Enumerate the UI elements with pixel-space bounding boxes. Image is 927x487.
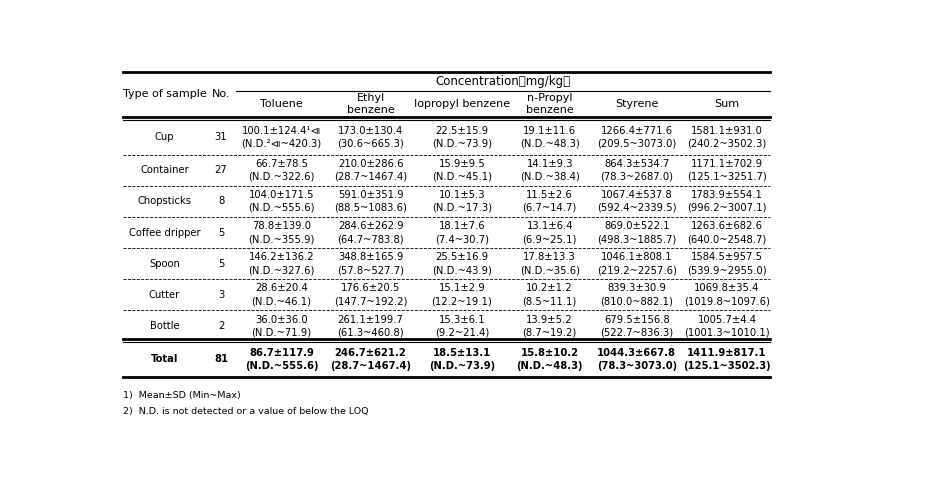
Text: 15.3±6.1
(9.2~21.4): 15.3±6.1 (9.2~21.4) (435, 315, 489, 337)
Text: 1069.8±35.4
(1019.8~1097.6): 1069.8±35.4 (1019.8~1097.6) (683, 283, 769, 306)
Text: 11.5±2.6
(6.7~14.7): 11.5±2.6 (6.7~14.7) (522, 190, 577, 213)
Text: Styrene: Styrene (615, 99, 657, 109)
Text: 36.0±36.0
(N.D.~71.9): 36.0±36.0 (N.D.~71.9) (251, 315, 311, 337)
Text: 81: 81 (214, 354, 228, 364)
Text: 10.1±5.3
(N.D.~17.3): 10.1±5.3 (N.D.~17.3) (431, 190, 491, 213)
Text: 869.0±522.1
(498.3~1885.7): 869.0±522.1 (498.3~1885.7) (596, 221, 676, 244)
Text: 5: 5 (218, 259, 224, 269)
Text: Ethyl
benzene: Ethyl benzene (347, 93, 394, 115)
Text: 1266.4±771.6
(209.5~3073.0): 1266.4±771.6 (209.5~3073.0) (596, 126, 676, 149)
Text: 284.6±262.9
(64.7~783.8): 284.6±262.9 (64.7~783.8) (337, 221, 403, 244)
Text: Cup: Cup (155, 132, 174, 142)
Text: 210.0±286.6
(28.7~1467.4): 210.0±286.6 (28.7~1467.4) (334, 159, 407, 182)
Text: Chopsticks: Chopsticks (137, 196, 191, 206)
Text: 1044.3±667.8
(78.3~3073.0): 1044.3±667.8 (78.3~3073.0) (596, 348, 676, 371)
Text: Concentration（mg/kg）: Concentration（mg/kg） (436, 75, 570, 88)
Text: 1)  Mean±SD (Min~Max): 1) Mean±SD (Min~Max) (123, 391, 241, 400)
Text: Cutter: Cutter (148, 290, 180, 300)
Text: 31: 31 (214, 132, 227, 142)
Text: 86.7±117.9
(N.D.~555.6): 86.7±117.9 (N.D.~555.6) (245, 348, 318, 371)
Text: Spoon: Spoon (149, 259, 180, 269)
Text: 104.0±171.5
(N.D.~555.6): 104.0±171.5 (N.D.~555.6) (248, 190, 314, 213)
Text: 173.0±130.4
(30.6~665.3): 173.0±130.4 (30.6~665.3) (337, 126, 403, 149)
Text: 1263.6±682.6
(640.0~2548.7): 1263.6±682.6 (640.0~2548.7) (687, 221, 766, 244)
Text: 13.1±6.4
(6.9~25.1): 13.1±6.4 (6.9~25.1) (522, 221, 577, 244)
Text: 1584.5±957.5
(539.9~2955.0): 1584.5±957.5 (539.9~2955.0) (686, 252, 766, 275)
Text: Coffee dripper: Coffee dripper (129, 227, 200, 238)
Text: 1046.1±808.1
(219.2~2257.6): 1046.1±808.1 (219.2~2257.6) (596, 252, 676, 275)
Text: 2: 2 (218, 321, 224, 331)
Text: Container: Container (140, 166, 189, 175)
Text: 15.9±9.5
(N.D.~45.1): 15.9±9.5 (N.D.~45.1) (431, 159, 491, 182)
Text: 1783.9±554.1
(996.2~3007.1): 1783.9±554.1 (996.2~3007.1) (687, 190, 766, 213)
Text: 14.1±9.3
(N.D.~38.4): 14.1±9.3 (N.D.~38.4) (519, 159, 579, 182)
Text: Total: Total (151, 354, 178, 364)
Text: 5: 5 (218, 227, 224, 238)
Text: 13.9±5.2
(8.7~19.2): 13.9±5.2 (8.7~19.2) (522, 315, 577, 337)
Text: 839.3±30.9
(810.0~882.1): 839.3±30.9 (810.0~882.1) (600, 283, 672, 306)
Text: 3: 3 (218, 290, 224, 300)
Text: Type of sample: Type of sample (122, 89, 206, 99)
Text: 66.7±78.5
(N.D.~322.6): 66.7±78.5 (N.D.~322.6) (248, 159, 314, 182)
Text: 15.8±10.2
(N.D.~48.3): 15.8±10.2 (N.D.~48.3) (515, 348, 582, 371)
Text: n-Propyl
benzene: n-Propyl benzene (526, 93, 573, 115)
Text: 1171.1±702.9
(125.1~3251.7): 1171.1±702.9 (125.1~3251.7) (686, 159, 766, 182)
Text: 679.5±156.8
(522.7~836.3): 679.5±156.8 (522.7~836.3) (600, 315, 672, 337)
Text: 78.8±139.0
(N.D.~355.9): 78.8±139.0 (N.D.~355.9) (248, 221, 314, 244)
Text: 591.0±351.9
(88.5~1083.6): 591.0±351.9 (88.5~1083.6) (334, 190, 407, 213)
Text: 10.2±1.2
(8.5~11.1): 10.2±1.2 (8.5~11.1) (522, 283, 577, 306)
Text: 27: 27 (214, 166, 227, 175)
Text: 1581.1±931.0
(240.2~3502.3): 1581.1±931.0 (240.2~3502.3) (687, 126, 766, 149)
Text: No.: No. (211, 89, 230, 99)
Text: 246.7±621.2
(28.7~1467.4): 246.7±621.2 (28.7~1467.4) (330, 348, 411, 371)
Text: 2)  N.D. is not detected or a value of below the LOQ: 2) N.D. is not detected or a value of be… (123, 407, 368, 416)
Text: 25.5±16.9
(N.D.~43.9): 25.5±16.9 (N.D.~43.9) (432, 252, 491, 275)
Text: 864.3±534.7
(78.3~2687.0): 864.3±534.7 (78.3~2687.0) (600, 159, 672, 182)
Text: 18.1±7.6
(7.4~30.7): 18.1±7.6 (7.4~30.7) (435, 221, 489, 244)
Text: 1005.7±4.4
(1001.3~1010.1): 1005.7±4.4 (1001.3~1010.1) (683, 315, 768, 337)
Text: Sum: Sum (714, 99, 739, 109)
Text: 22.5±15.9
(N.D.~73.9): 22.5±15.9 (N.D.~73.9) (431, 126, 491, 149)
Text: 15.1±2.9
(12.2~19.1): 15.1±2.9 (12.2~19.1) (431, 283, 492, 306)
Text: 19.1±11.6
(N.D.~48.3): 19.1±11.6 (N.D.~48.3) (519, 126, 579, 149)
Text: 1411.9±817.1
(125.1~3502.3): 1411.9±817.1 (125.1~3502.3) (682, 348, 770, 371)
Text: 146.2±136.2
(N.D.~327.6): 146.2±136.2 (N.D.~327.6) (248, 252, 314, 275)
Text: Toluene: Toluene (260, 99, 302, 109)
Text: 348.8±165.9
(57.8~527.7): 348.8±165.9 (57.8~527.7) (337, 252, 403, 275)
Text: 1067.4±537.8
(592.4~2339.5): 1067.4±537.8 (592.4~2339.5) (596, 190, 676, 213)
Text: 18.5±13.1
(N.D.~73.9): 18.5±13.1 (N.D.~73.9) (428, 348, 494, 371)
Text: 176.6±20.5
(147.7~192.2): 176.6±20.5 (147.7~192.2) (334, 283, 407, 306)
Text: Bottle: Bottle (149, 321, 179, 331)
Text: Iopropyl benzene: Iopropyl benzene (413, 99, 510, 109)
Text: 17.8±13.3
(N.D.~35.6): 17.8±13.3 (N.D.~35.6) (519, 252, 579, 275)
Text: 100.1±124.4¹⧏
(N.D.²⧏~420.3): 100.1±124.4¹⧏ (N.D.²⧏~420.3) (241, 126, 321, 149)
Text: 8: 8 (218, 196, 224, 206)
Text: 261.1±199.7
(61.3~460.8): 261.1±199.7 (61.3~460.8) (337, 315, 403, 337)
Text: 28.6±20.4
(N.D.~46.1): 28.6±20.4 (N.D.~46.1) (251, 283, 311, 306)
